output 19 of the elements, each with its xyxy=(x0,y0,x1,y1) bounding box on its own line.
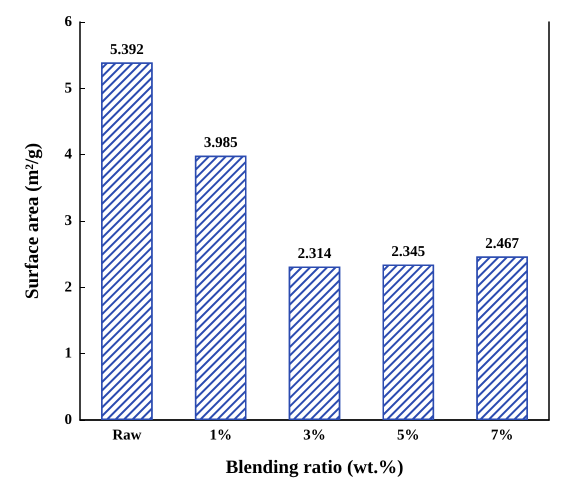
x-tick-label: 3% xyxy=(303,428,326,444)
y-tick-label: 6 xyxy=(64,14,72,30)
x-tick-label: Raw xyxy=(112,428,142,444)
y-tick-label: 2 xyxy=(64,279,72,296)
y-tick-label: 3 xyxy=(64,213,72,229)
x-tick-label: 5% xyxy=(397,428,420,444)
y-tick-label: 4 xyxy=(64,146,72,163)
x-axis-title: Blending ratio (wt.%) xyxy=(226,457,404,478)
data-label: 2.314 xyxy=(298,246,332,262)
y-axis-title: Surface area (m²/g) xyxy=(22,142,43,300)
y-tick-label: 1 xyxy=(64,346,72,362)
data-label: 2.345 xyxy=(391,244,426,260)
y-tick-label: 0 xyxy=(64,412,72,428)
y-tick-label: 5 xyxy=(64,80,72,96)
x-tick-label: 7% xyxy=(490,428,514,444)
x-tick-label: 1% xyxy=(209,428,232,444)
data-label: 5.392 xyxy=(110,42,144,58)
data-label: 2.467 xyxy=(485,236,520,252)
data-label: 3.985 xyxy=(204,135,238,152)
